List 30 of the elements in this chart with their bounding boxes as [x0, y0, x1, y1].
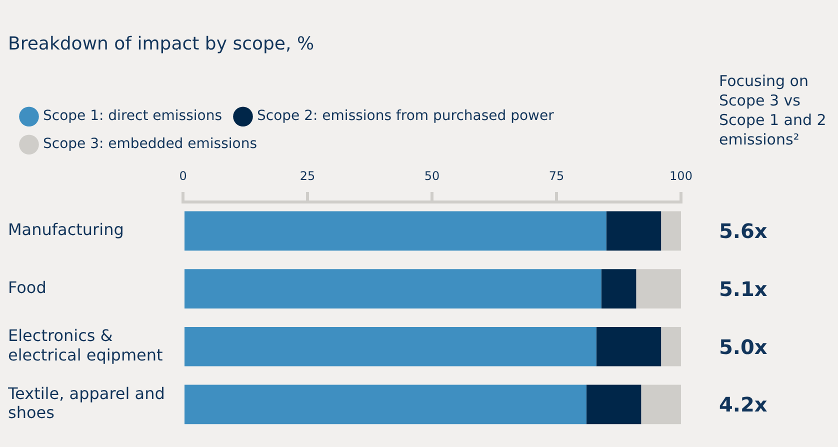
bar	[661, 326, 681, 366]
y-tick-label: Textile, apparel and shoes	[7, 384, 165, 422]
legend-label: Scope 3: embedded emissions	[43, 136, 257, 152]
y-tick-label: Food	[8, 278, 46, 297]
bar	[596, 326, 662, 366]
x-tick-label: 50	[424, 168, 440, 183]
legend-label: Scope 2: emissions from purchased power	[257, 108, 554, 124]
bar	[184, 269, 602, 308]
y-tick-label: Manufacturing	[8, 220, 124, 240]
x-tick-label: 0	[179, 168, 187, 183]
bar	[586, 384, 642, 424]
x-tick-label: 100	[670, 168, 692, 183]
text: 5.1x	[719, 276, 768, 301]
bar	[661, 211, 681, 251]
bar	[636, 269, 681, 308]
legend-label: Scope 1: direct emissions	[43, 108, 222, 124]
bar	[184, 326, 596, 366]
bar	[184, 211, 606, 251]
text: 5.6x	[719, 219, 768, 244]
bar	[606, 211, 662, 251]
y-tick-label: Electronics & electrical eqipment	[8, 326, 163, 364]
text: 4.2x	[719, 392, 768, 417]
x-tick-label: 25	[300, 168, 316, 183]
chart-title: Breakdown of impact by scope, %	[8, 33, 314, 54]
bar	[601, 269, 636, 308]
bar	[641, 384, 681, 424]
bar	[184, 384, 586, 424]
x-tick-label: 75	[548, 168, 564, 183]
text: 5.0x	[719, 334, 768, 359]
text: Focusing on Scope 3 vs Scope 1 and 2 emissions²	[719, 72, 826, 148]
